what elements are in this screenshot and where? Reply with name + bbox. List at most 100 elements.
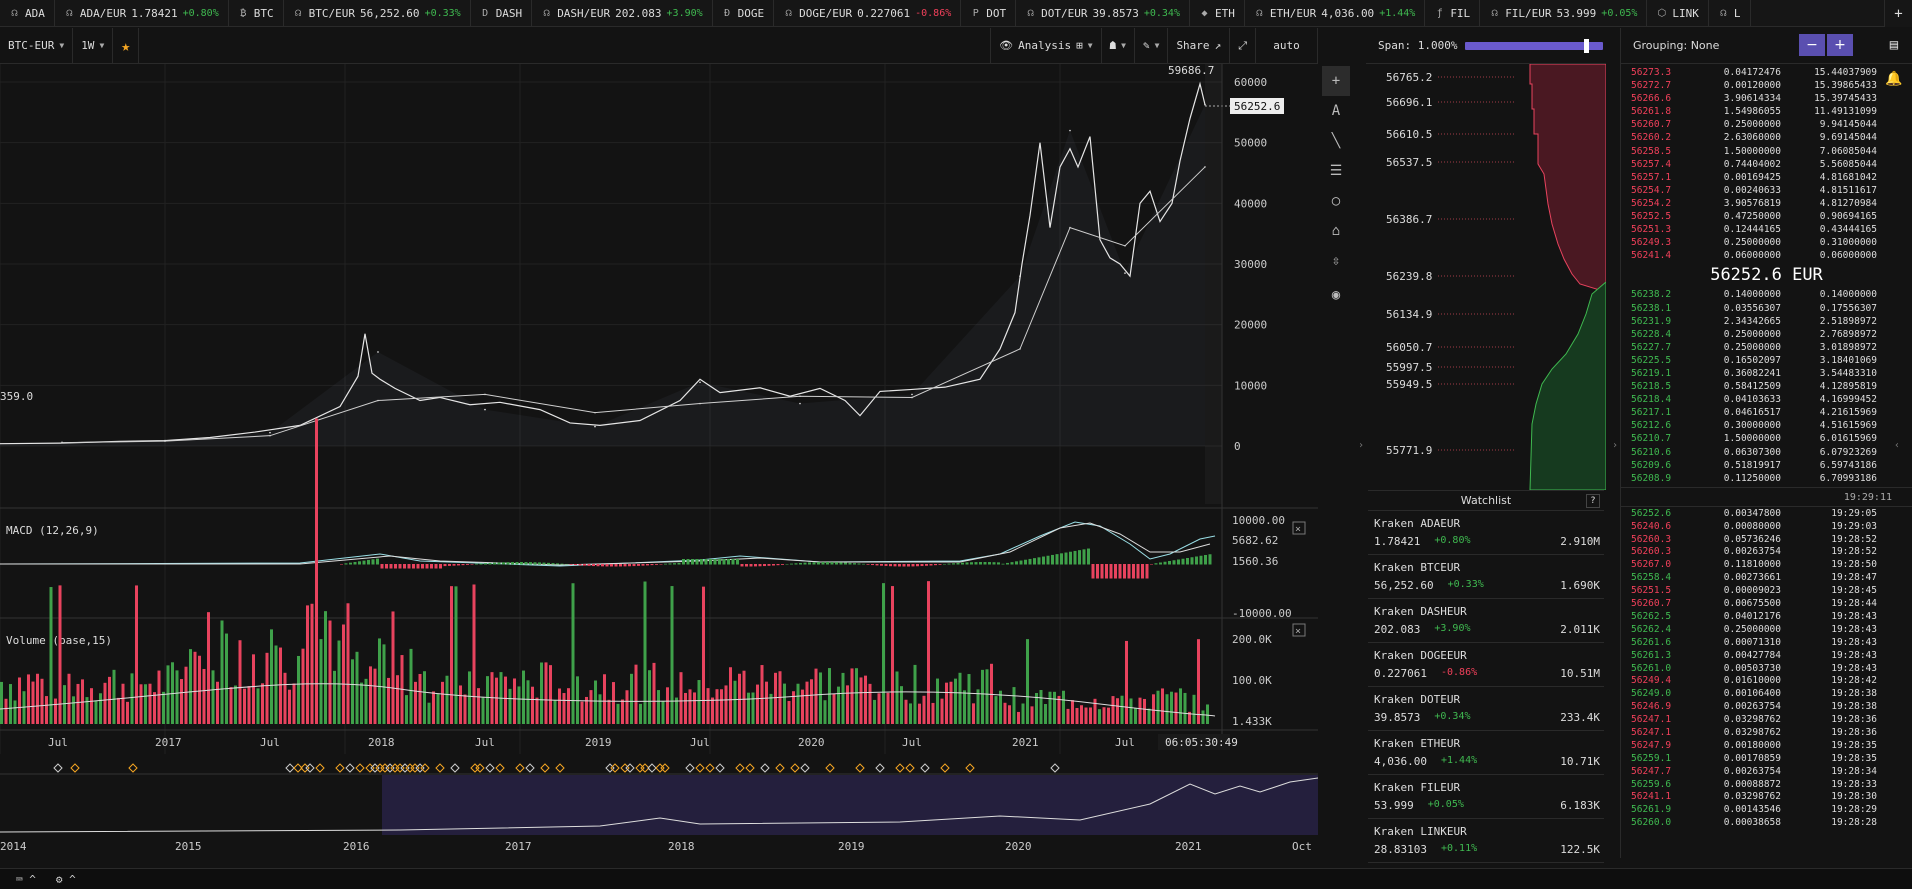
ticker-pair[interactable]: ☊ BTC/EUR 56,252.60 +0.33% bbox=[284, 0, 471, 26]
book-row[interactable]: 56251.3 0.12444165 0.43444165 bbox=[1621, 223, 1912, 236]
interval-select[interactable]: 1W ▼ bbox=[73, 27, 114, 64]
book-row[interactable]: 56210.7 1.50000000 6.01615969 bbox=[1621, 432, 1912, 445]
book-amount: 0.00120000 bbox=[1723, 80, 1781, 92]
ticker-pair[interactable]: ☊ DOT/EUR 39.8573 +0.34% bbox=[1016, 0, 1190, 26]
trade-time: 19:28:34 bbox=[1831, 765, 1877, 777]
circle-tool-icon[interactable]: ○ bbox=[1331, 193, 1341, 209]
span-slider[interactable] bbox=[1465, 38, 1604, 53]
book-row[interactable]: 56272.7 0.00120000 15.39865433 bbox=[1621, 79, 1912, 92]
close-pane-icon[interactable] bbox=[1292, 623, 1306, 637]
collapse-book-icon[interactable]: ‹ bbox=[1894, 440, 1901, 451]
analysis-button[interactable]: 👁 Analysis ⊞ ▼ bbox=[990, 27, 1102, 64]
watchlist-item[interactable]: Kraken DOGEEUR 0.227061 -0.86% 10.51M bbox=[1368, 643, 1604, 687]
share-button[interactable]: Share ↗ bbox=[1168, 27, 1231, 64]
watchlist-item[interactable]: Kraken DASHEUR 202.083 +3.90% 2.011K bbox=[1368, 599, 1604, 643]
auto-scale-button[interactable]: auto bbox=[1256, 27, 1318, 64]
book-row[interactable]: 56257.1 0.00169425 4.81681042 bbox=[1621, 171, 1912, 184]
book-row[interactable]: 56261.8 1.54986055 11.49131099 bbox=[1621, 105, 1912, 118]
bell-icon[interactable]: 🔔 bbox=[1885, 71, 1903, 87]
book-row[interactable]: 56266.6 3.90614334 15.39745433 bbox=[1621, 92, 1912, 105]
favorite-button[interactable]: ★ bbox=[113, 27, 140, 64]
watchlist-item[interactable]: Kraken ETHEUR 4,036.00 +1.44% 10.71K bbox=[1368, 731, 1604, 775]
navigator-selection[interactable] bbox=[382, 775, 1318, 835]
watchlist-item[interactable]: Kraken ADAEUR 1.78421 +0.80% 2.910M bbox=[1368, 511, 1604, 555]
book-row[interactable]: 56260.2 2.63060000 9.69145044 bbox=[1621, 131, 1912, 144]
chart-area[interactable]: 60000 50000 40000 30000 20000 10000 0 59686.7 56… bbox=[0, 64, 1319, 853]
book-row[interactable]: 56254.7 0.00240633 4.81511617 bbox=[1621, 184, 1912, 197]
book-row[interactable]: 56254.2 3.90576819 4.81270984 bbox=[1621, 197, 1912, 210]
ticker-coin-ada[interactable]: ☊ ADA bbox=[0, 0, 55, 26]
book-row[interactable]: 56218.4 0.04103633 4.16999452 bbox=[1621, 393, 1912, 406]
text-tool-icon[interactable]: A bbox=[1331, 103, 1341, 119]
book-amount: 2.63060000 bbox=[1723, 132, 1781, 144]
book-row[interactable]: 56227.7 0.25000000 3.01898972 bbox=[1621, 341, 1912, 354]
book-row[interactable]: 56209.6 0.51819917 6.59743186 bbox=[1621, 459, 1912, 472]
book-row[interactable]: 56252.5 0.47250000 0.90694165 bbox=[1621, 210, 1912, 223]
data-point bbox=[269, 431, 271, 434]
ticker-coin-dot[interactable]: P DOT bbox=[961, 0, 1017, 26]
depth-chart[interactable]: 56765.2 56696.1 56610.5 56537.5 56386.7 56239… bbox=[1366, 63, 1607, 491]
orders-icon[interactable]: ▤ bbox=[1889, 37, 1899, 53]
span-slider-handle[interactable] bbox=[1584, 38, 1590, 53]
market-select[interactable]: BTC-EUR ▼ bbox=[0, 27, 74, 64]
ticker-coin-doge[interactable]: Ð DOGE bbox=[713, 0, 775, 26]
grouping-increase-button[interactable]: + bbox=[1827, 34, 1853, 56]
trade-time: 19:28:44 bbox=[1831, 598, 1877, 610]
book-row[interactable]: 56257.4 0.74404002 5.56085044 bbox=[1621, 158, 1912, 171]
ticker-coin-btc[interactable]: ₿ BTC bbox=[229, 0, 284, 26]
notifications-column: ▤ 🔔 bbox=[1880, 28, 1912, 96]
move-tool-icon[interactable]: ⇳ bbox=[1331, 253, 1341, 269]
book-row[interactable]: 56231.9 2.34342665 2.51898972 bbox=[1621, 315, 1912, 328]
ticker-pair[interactable]: ☊ FIL/EUR 53.999 +0.05% bbox=[1480, 0, 1648, 26]
watchlist-item[interactable]: Kraken LINKEUR 28.83103 +0.11% 122.5K bbox=[1368, 819, 1604, 863]
collapse-left-icon[interactable]: › bbox=[1358, 440, 1365, 451]
watchlist-item[interactable]: Kraken DOTEUR 39.8573 +0.34% 233.4K bbox=[1368, 687, 1604, 731]
ticker-pair[interactable]: ☊ L bbox=[1709, 0, 1751, 26]
book-row[interactable]: 56210.6 0.06307300 6.07923269 bbox=[1621, 446, 1912, 459]
book-row[interactable]: 56218.5 0.58412509 4.12895819 bbox=[1621, 380, 1912, 393]
book-row[interactable]: 56217.1 0.04616517 4.21615969 bbox=[1621, 406, 1912, 419]
book-row[interactable]: 56238.2 0.14000000 0.14000000 bbox=[1621, 288, 1912, 301]
book-row[interactable]: 56212.6 0.30000000 4.51615969 bbox=[1621, 419, 1912, 432]
watchlist-item[interactable]: Kraken FILEUR 53.999 +0.05% 6.183K bbox=[1368, 775, 1604, 819]
book-row[interactable]: 56238.1 0.03556307 0.17556307 bbox=[1621, 302, 1912, 315]
settings-icon[interactable]: ⚙ ^ bbox=[55, 872, 76, 886]
ticker-coin-fil[interactable]: ƒ FIL bbox=[1425, 0, 1481, 26]
book-row[interactable]: 56219.1 0.36082241 3.54483310 bbox=[1621, 367, 1912, 380]
book-row[interactable]: 56258.5 1.50000000 7.06085044 bbox=[1621, 145, 1912, 158]
ticker-coin-eth[interactable]: ◆ ETH bbox=[1190, 0, 1245, 26]
book-row[interactable]: 56228.4 0.25000000 2.76898972 bbox=[1621, 328, 1912, 341]
line-tool-icon[interactable]: ╲ bbox=[1331, 133, 1341, 149]
crosshair-tool[interactable]: + bbox=[1322, 66, 1350, 96]
trade-amount: 0.00273661 bbox=[1723, 572, 1781, 584]
ticker-pair[interactable]: ☊ ADA/EUR 1.78421 +0.80% bbox=[55, 0, 229, 26]
visibility-tool-icon[interactable]: ◉ bbox=[1331, 287, 1341, 303]
ticker-pair[interactable]: ☊ DOGE/EUR 0.227061 -0.86% bbox=[774, 0, 962, 26]
grouping-decrease-button[interactable]: − bbox=[1799, 34, 1825, 56]
ticker-coin-link[interactable]: ⬡ LINK bbox=[1647, 0, 1709, 26]
ticker-symbol: BTC bbox=[253, 6, 274, 20]
price-chart[interactable]: 60000 50000 40000 30000 20000 10000 0 59686.7 56… bbox=[0, 64, 1319, 853]
book-row[interactable]: 56260.7 0.25000000 9.94145044 bbox=[1621, 118, 1912, 131]
help-button[interactable]: ? bbox=[1586, 494, 1600, 508]
draw-button[interactable]: ✎ ▼ bbox=[1135, 27, 1169, 64]
watchlist-item[interactable]: Kraken BTCEUR 56,252.60 +0.33% 1.690K bbox=[1368, 555, 1604, 599]
fullscreen-button[interactable]: ⤢ bbox=[1230, 27, 1256, 64]
depth-price-label: 55949.5 bbox=[1386, 378, 1432, 391]
book-row[interactable]: 56225.5 0.16502097 3.18401069 bbox=[1621, 354, 1912, 367]
watchlist-volume: 6.183K bbox=[1560, 799, 1600, 812]
chart-style-button[interactable]: ☗ ▼ bbox=[1102, 27, 1135, 64]
ticker-coin-dash[interactable]: D DASH bbox=[471, 0, 533, 26]
keyboard-icon[interactable]: ⌨ ^ bbox=[16, 872, 36, 886]
book-row[interactable]: 56249.3 0.25000000 0.31000000 bbox=[1621, 236, 1912, 249]
close-pane-icon[interactable] bbox=[1292, 521, 1306, 535]
ticker-pair[interactable]: ☊ ETH/EUR 4,036.00 +1.44% bbox=[1245, 0, 1426, 26]
book-row[interactable]: 56208.9 0.11250000 6.70993186 bbox=[1621, 472, 1912, 485]
collapse-right-icon[interactable]: › bbox=[1612, 440, 1619, 451]
fib-tool-icon[interactable]: ☰ bbox=[1329, 163, 1343, 179]
book-row[interactable]: 56241.4 0.06000000 0.06000000 bbox=[1621, 249, 1912, 262]
measure-tool-icon[interactable]: ⌂ bbox=[1331, 223, 1341, 239]
add-ticker-button[interactable]: + bbox=[1884, 0, 1912, 27]
ticker-pair[interactable]: ☊ DASH/EUR 202.083 +3.90% bbox=[532, 0, 713, 26]
book-row[interactable]: 56273.3 0.04172476 15.44037909 bbox=[1621, 66, 1912, 79]
